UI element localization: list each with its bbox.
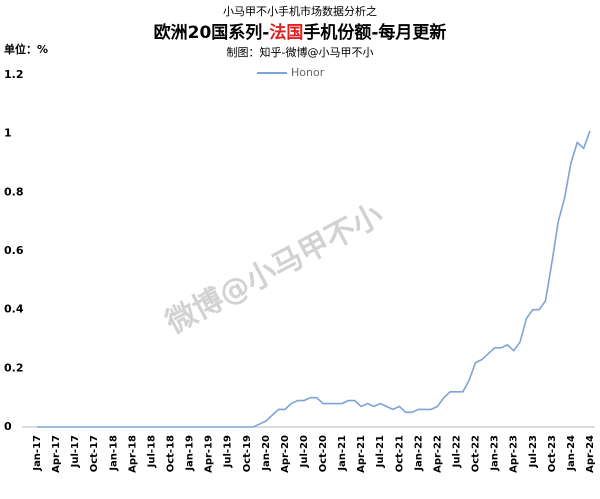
x-tick-label: Oct-17 xyxy=(89,435,100,472)
y-tick-label: 0.8 xyxy=(4,185,24,198)
x-tick-label: Oct-20 xyxy=(318,435,329,472)
watermark: 微博@小马甲不小 xyxy=(159,197,388,341)
title-part: 手机份额-每月更新 xyxy=(303,22,446,43)
y-tick-label: 0.4 xyxy=(4,303,24,316)
title-part: 法国 xyxy=(269,22,303,43)
pretitle: 小马甲不小手机市场数据分析之 xyxy=(223,4,377,18)
x-tick-label: Jan-20 xyxy=(261,435,272,472)
x-tick-label: Jan-21 xyxy=(337,435,348,472)
x-tick-label: Apr-21 xyxy=(356,435,367,473)
x-tick-label: Jul-18 xyxy=(146,435,157,468)
title-part: 欧洲20国系列- xyxy=(154,22,270,43)
x-tick-label: Apr-23 xyxy=(509,435,520,473)
x-tick-label: Apr-24 xyxy=(585,435,596,473)
y-tick-label: 1 xyxy=(4,127,12,140)
x-tick-label: Jan-18 xyxy=(108,435,119,472)
line-series xyxy=(37,130,591,428)
x-tick-label: Jul-21 xyxy=(375,435,386,468)
subtitle: 制图：知乎-微博@小马甲不小 xyxy=(227,45,374,59)
x-tick-label: Oct-19 xyxy=(242,435,253,472)
x-tick-label: Jul-20 xyxy=(299,435,310,468)
x-tick-label: Apr-22 xyxy=(432,435,443,473)
x-tick-label: Apr-18 xyxy=(127,435,138,473)
unit-label: 单位：% xyxy=(4,42,48,56)
x-tick-label: Oct-21 xyxy=(394,435,405,472)
x-tick-label: Jul-23 xyxy=(528,435,539,468)
x-tick-label: Apr-20 xyxy=(280,435,291,473)
x-tick-label: Jan-17 xyxy=(32,435,43,472)
x-tick-label: Jan-23 xyxy=(490,435,501,472)
x-tick-label: Oct-23 xyxy=(547,435,558,472)
x-tick-label: Jul-17 xyxy=(70,435,81,468)
x-tick-label: Oct-22 xyxy=(471,435,482,472)
y-tick-label: 1.2 xyxy=(4,68,24,81)
x-tick-label: Oct-18 xyxy=(165,435,176,472)
y-tick-label: 0.2 xyxy=(4,361,24,374)
x-tick-label: Jan-19 xyxy=(185,435,196,472)
legend-label: Honor xyxy=(291,66,325,79)
chart-title: 欧洲20国系列-法国手机份额-每月更新 xyxy=(154,22,447,43)
x-tick-label: Jan-24 xyxy=(566,435,577,472)
y-tick-label: 0.6 xyxy=(4,244,24,257)
x-tick-label: Apr-17 xyxy=(51,435,62,473)
x-tick-label: Jul-22 xyxy=(452,435,463,468)
y-tick-label: 0 xyxy=(4,420,12,433)
x-tick-label: Apr-19 xyxy=(204,435,215,473)
x-tick-label: Jul-19 xyxy=(223,435,234,468)
x-tick-label: Jan-22 xyxy=(413,435,424,472)
